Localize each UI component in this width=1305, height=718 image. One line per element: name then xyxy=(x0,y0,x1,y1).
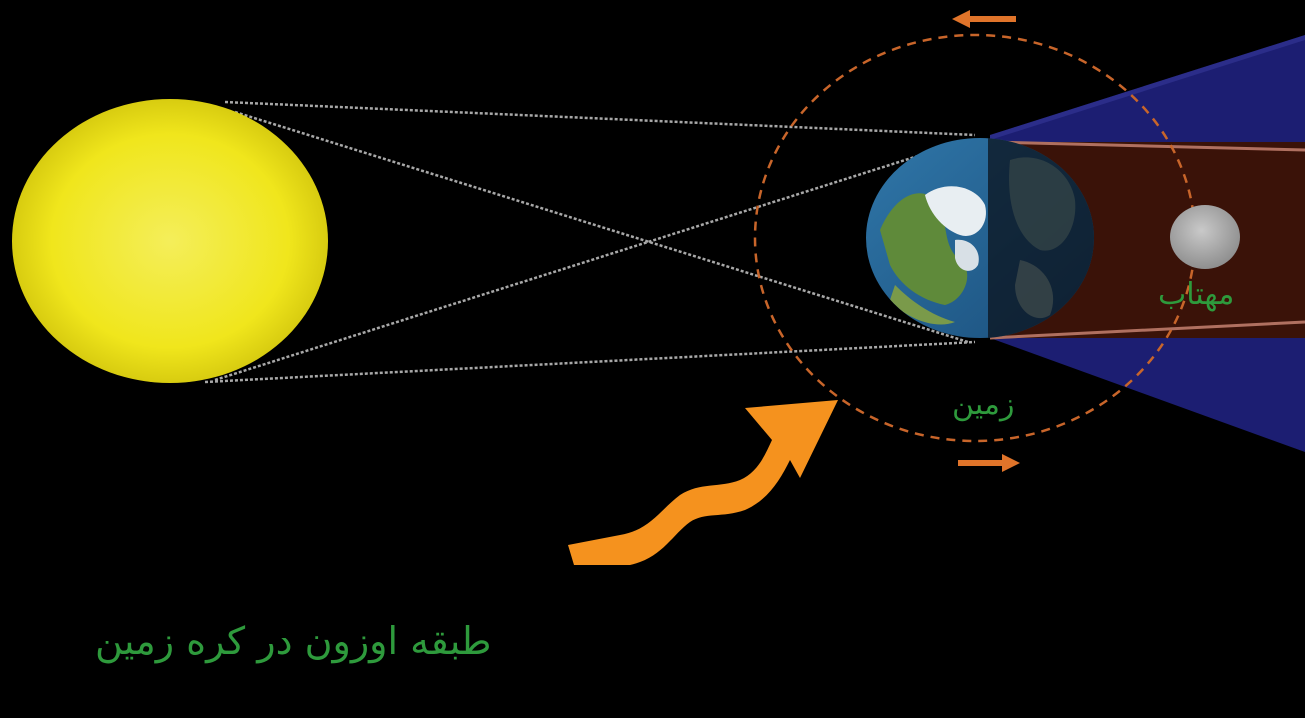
ray-top-direct xyxy=(224,100,976,137)
light-rays xyxy=(204,100,976,384)
sunlight-arrow-icon xyxy=(568,400,838,565)
umbra-edge-top xyxy=(989,140,1305,152)
penumbra-inner-edge xyxy=(990,35,1305,140)
sun-icon xyxy=(12,99,328,383)
ray-top-cross xyxy=(234,110,969,344)
earth-globe-icon xyxy=(866,138,1094,338)
earth-label: زمین xyxy=(952,387,1015,422)
ray-bottom-direct xyxy=(204,340,976,384)
orbit-arrow-top xyxy=(952,10,1016,28)
umbra-edge-bottom xyxy=(989,320,1305,340)
orbit-arrow-bottom xyxy=(958,454,1020,472)
moon-label: مهتاب xyxy=(1158,277,1235,312)
ray-bottom-cross xyxy=(214,138,969,382)
diagram-caption: طبقه اوزون در کره زمین xyxy=(95,619,492,663)
moon-icon xyxy=(1170,205,1240,269)
